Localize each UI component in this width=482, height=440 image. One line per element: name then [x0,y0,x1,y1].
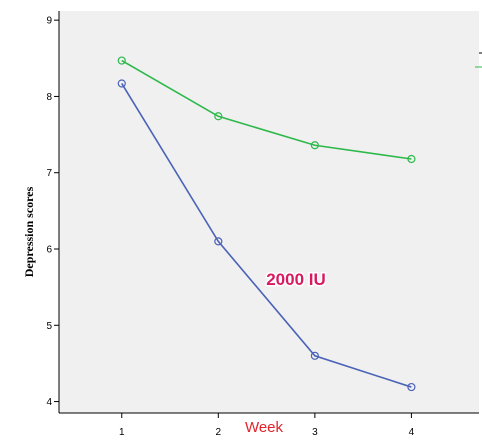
series-1-point [407,154,416,164]
plot-area [59,11,479,413]
x-tick-label: 1 [119,427,125,438]
series-2-point [310,351,319,360]
series-1 [117,56,416,164]
series-callout-label: 2000 IU [266,270,326,289]
y-tick-label: 8 [46,92,52,103]
series-layer [117,56,416,392]
x-tick-label: 2 [216,427,222,438]
series-1-point [117,56,126,65]
axes: 4 5 6 7 8 9 1 2 3 4 [46,11,479,438]
y-tick-label: 7 [46,168,52,179]
x-axis-label: Week [245,419,284,436]
series-2 [117,79,416,392]
x-tick-label: 4 [409,427,415,438]
y-tick-label: 6 [46,244,52,255]
series-1-point [310,141,319,150]
x-tick-label: 3 [312,427,318,438]
series-2-point [407,382,416,392]
y-axis-label: Depression scores [22,186,36,277]
y-tick-label: 9 [46,16,52,27]
series-1-point [214,112,223,121]
y-tick-label: 4 [46,397,52,408]
y-tick-label: 5 [46,321,52,332]
series-1-line [121,59,412,160]
series-2-line [121,83,412,388]
series-2-point [214,237,223,246]
series-2-point [117,79,126,88]
